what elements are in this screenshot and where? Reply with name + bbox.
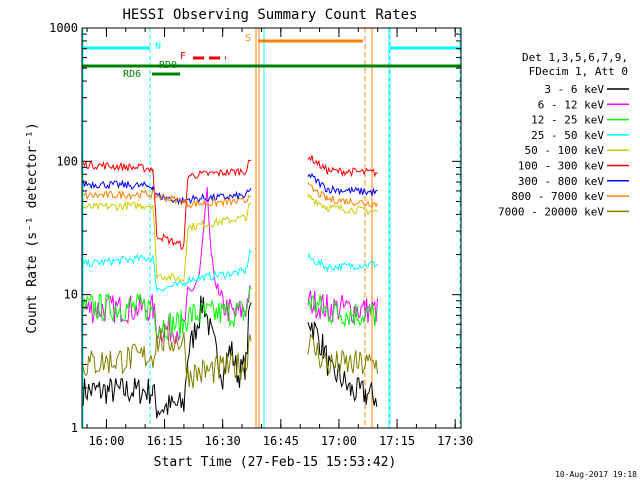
y-tick-label: 1 bbox=[71, 421, 78, 435]
marker-label-f: F bbox=[180, 51, 186, 62]
series-line-8-1 bbox=[307, 333, 378, 376]
y-tick-label: 10 bbox=[64, 288, 78, 302]
legend-title-line: Det 1,3,5,6,7,9, bbox=[522, 51, 628, 64]
x-tick-label: 17:15 bbox=[379, 434, 415, 448]
series-line-7-0 bbox=[82, 189, 252, 209]
overlay-markers: N F S RD6 RD0 bbox=[82, 28, 461, 428]
series-line-0-1 bbox=[307, 321, 378, 407]
marker-label-rd6: RD6 bbox=[123, 69, 141, 80]
series-line-4-1 bbox=[307, 193, 378, 216]
legend-entry-label: 7000 - 20000 keV bbox=[498, 205, 604, 218]
series-line-3-0 bbox=[82, 248, 252, 293]
x-tick-label: 16:30 bbox=[205, 434, 241, 448]
legend-entry-label: 50 - 100 keV bbox=[525, 144, 605, 157]
series-line-2-0 bbox=[82, 285, 252, 341]
series-line-1-0 bbox=[82, 186, 252, 344]
legend-entry-label: 6 - 12 keV bbox=[538, 98, 605, 111]
series-line-5-0 bbox=[82, 159, 252, 250]
timestamp: 10-Aug-2017 19:18 bbox=[555, 470, 637, 479]
chart-title: HESSI Observing Summary Count Rates bbox=[122, 7, 417, 23]
plot-frame bbox=[81, 27, 462, 429]
x-tick-label: 17:30 bbox=[437, 434, 473, 448]
y-tick-label: 100 bbox=[56, 154, 78, 168]
series-line-4-0 bbox=[82, 200, 252, 282]
legend-title-line: FDecim 1, Att 0 bbox=[529, 65, 628, 78]
marker-label-n: N bbox=[155, 41, 161, 52]
legend-entry-label: 100 - 300 keV bbox=[518, 160, 604, 173]
legend-entry-label: 300 - 800 keV bbox=[518, 175, 604, 188]
y-tick-label: 1000 bbox=[49, 21, 78, 35]
series-line-8-0 bbox=[82, 325, 252, 389]
series-line-3-1 bbox=[307, 252, 378, 272]
series-layer bbox=[82, 155, 378, 419]
x-tick-label: 16:15 bbox=[146, 434, 182, 448]
legend-entry-label: 3 - 6 keV bbox=[544, 83, 604, 96]
legend-entry-label: 800 - 7000 keV bbox=[511, 190, 604, 203]
y-axis-label: Count Rate (s⁻¹ detector⁻¹) bbox=[25, 122, 40, 333]
marker-label-s: S bbox=[245, 33, 251, 44]
marker-label-rd0: RD0 bbox=[159, 60, 177, 71]
x-axis-label: Start Time (27-Feb-15 15:53:42) bbox=[154, 455, 397, 470]
legend-entry-label: 12 - 25 keV bbox=[531, 114, 604, 127]
series-line-1-1 bbox=[307, 290, 378, 324]
series-line-2-1 bbox=[307, 294, 378, 328]
series-line-5-1 bbox=[307, 155, 378, 178]
x-tick-label: 16:45 bbox=[263, 434, 299, 448]
axes: 1 10 100 1000 16:00 16:15 16:30 16:45 17:00 17:15… bbox=[49, 21, 473, 448]
series-line-6-1 bbox=[307, 172, 378, 196]
legend-entry-label: 25 - 50 keV bbox=[531, 129, 604, 142]
x-tick-label: 17:00 bbox=[321, 434, 357, 448]
series-line-7-1 bbox=[307, 182, 378, 208]
legend: Det 1,3,5,6,7,9,FDecim 1, Att 0 3 - 6 keV… bbox=[498, 51, 629, 218]
x-tick-label: 16:00 bbox=[88, 434, 124, 448]
